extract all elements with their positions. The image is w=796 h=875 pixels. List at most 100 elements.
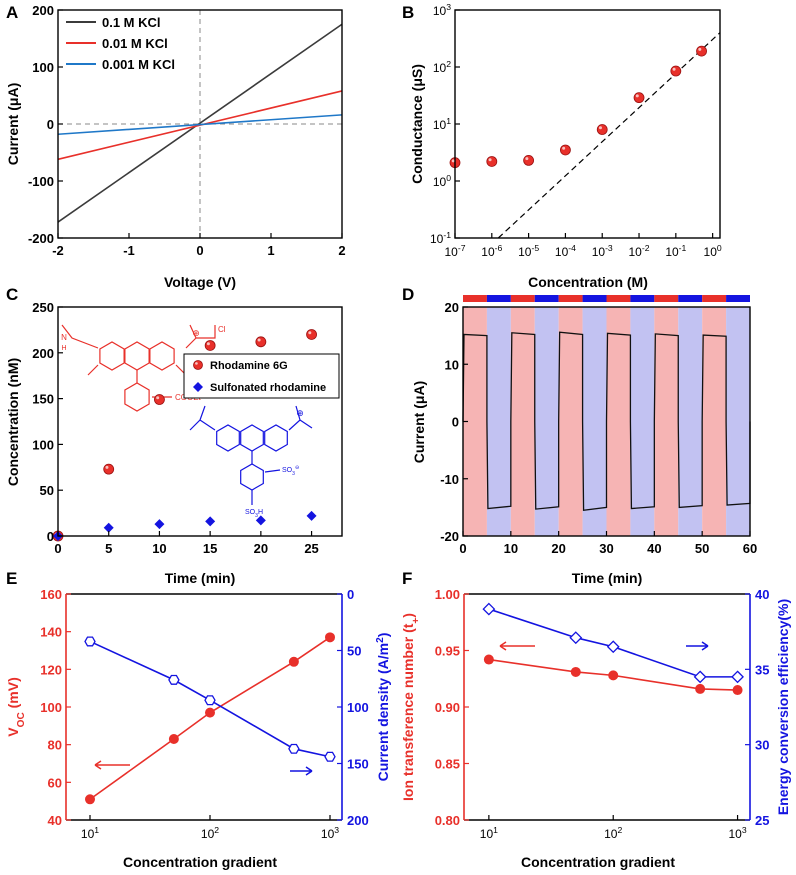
d-ytick-label-1: -10 [440, 472, 459, 487]
b-point-6-shine [672, 67, 676, 71]
b-xtick-label-0-part-1: -7 [458, 243, 466, 253]
e-ytick-left-label-4: 120 [40, 662, 62, 677]
b-xtick-label-6-part-0: 10 [665, 245, 679, 259]
b-xtick-label-5-part-1: -2 [642, 243, 650, 253]
d-band-4 [558, 307, 583, 536]
c-xtick-label-3: 15 [203, 541, 217, 556]
f-ytick-left-label-0: 0.80 [435, 813, 460, 828]
c-xtick-label-4: 20 [254, 541, 268, 556]
f-ylabel-left-part-2: ) [400, 613, 416, 618]
c-r6g-ring-2 [124, 341, 150, 371]
c-legend-marker-0 [193, 360, 203, 370]
c-sr-point-5 [306, 510, 317, 521]
b-xtick-label-4: 10-3 [592, 243, 613, 259]
e-voc-point-4 [325, 632, 335, 643]
c-r6g-point-1-shine [105, 465, 109, 469]
d-indicator-3 [534, 295, 559, 302]
f-ytick-right-label-3: 40 [755, 587, 769, 602]
a-xtick-label-2: 0 [196, 243, 203, 258]
b-ytick-label-0-part-1: -1 [443, 230, 451, 240]
f-transference-point-1 [570, 666, 581, 677]
b-xtick-label-1-part-0: 10 [481, 245, 495, 259]
b-xtick-label-4-part-1: -3 [605, 243, 613, 253]
f-xtick-label-1-part-1: 2 [617, 825, 622, 835]
b-ytick-label-2-part-1: 1 [446, 116, 451, 126]
b-ytick-label-2-part-0: 10 [433, 118, 447, 132]
b-xtick-label-2: 10-5 [518, 243, 539, 259]
c-sr-point-2 [154, 519, 165, 530]
d-positive-segment-5 [701, 334, 727, 422]
e-ytick-right-label-3: 150 [347, 757, 369, 772]
f-ytick-left-label-2: 0.90 [435, 700, 460, 715]
c-ylabel: Concentration (nM) [5, 358, 21, 486]
e-xtick-label-2-part-1: 3 [334, 825, 339, 835]
d-ytick-label-2: 0 [452, 415, 459, 430]
c-ytick-label-0: 0 [47, 529, 54, 544]
e-xtick-label-2-part-0: 10 [321, 827, 335, 841]
b-ytick-label-4-part-1: 3 [446, 2, 451, 12]
f-transference-point-2 [608, 670, 619, 681]
c-sr-ring-4 [240, 463, 264, 491]
b-xtick-label-5-part-0: 10 [629, 245, 643, 259]
b-point-1-shine [488, 158, 492, 162]
c-r6g-point-4-shine [257, 338, 261, 342]
f-xlabel: Concentration gradient [521, 854, 675, 870]
f-transference-point-0 [483, 654, 494, 665]
c-r6g-point-3-shine [206, 342, 210, 346]
b-point-2-shine [525, 157, 529, 161]
d-band-5 [582, 307, 607, 536]
d-xtick-label-1: 10 [504, 541, 518, 556]
e-current-point-3 [288, 743, 300, 754]
d-indicator-6 [606, 295, 631, 302]
c-r6g-bonds [61, 324, 216, 398]
b-xtick-label-4-part-0: 10 [592, 245, 606, 259]
f-xtick-label-2-part-1: 3 [742, 825, 747, 835]
d-positive-segment-1 [510, 332, 536, 422]
d-xtick-label-3: 30 [599, 541, 613, 556]
c-ytick-label-3: 150 [32, 392, 54, 407]
panel-letter-e: E [6, 569, 17, 588]
b-point-7-shine [698, 47, 702, 51]
c-legend-marker-1 [193, 382, 203, 392]
c-sr-bonds [189, 405, 313, 505]
f-right-arrow [686, 641, 709, 651]
c-r6g-counterion: Cl [218, 325, 226, 334]
b-xtick-label-2-part-1: -5 [531, 243, 539, 253]
d-positive-segment-4 [653, 333, 679, 422]
c-sr-sulfonic-label-part-0: SO [245, 509, 256, 516]
c-r6g-ring-3 [149, 341, 175, 371]
c-rhodamine-6g-structure [61, 324, 216, 412]
c-sr-ring-2 [240, 424, 264, 452]
e-ytick-left-label-2: 80 [48, 738, 62, 753]
c-sr-point-1 [103, 522, 114, 533]
e-xtick-label-1-part-0: 10 [201, 827, 215, 841]
e-ytick-left-label-1: 60 [48, 775, 62, 790]
e-ytick-right-label-0: 0 [347, 587, 354, 602]
c-ytick-label-2: 100 [32, 437, 54, 452]
b-xlabel: Concentration (M) [528, 274, 648, 290]
panel-letter-c: C [6, 285, 18, 304]
f-efficiency-point-1 [569, 631, 583, 645]
b-xtick-label-1: 10-6 [481, 243, 502, 259]
d-xtick-label-2: 20 [551, 541, 565, 556]
d-xtick-label-6: 60 [743, 541, 757, 556]
f-xtick-label-2-part-0: 10 [728, 827, 742, 841]
e-xtick-label-0-part-1: 1 [94, 825, 99, 835]
e-current-point-4 [324, 751, 336, 762]
c-sr-sulfonic-label: SO3H [245, 509, 263, 519]
c-r6g-ring-4 [124, 382, 150, 412]
b-point-5-shine [635, 94, 639, 98]
c-sr-point-3 [205, 516, 216, 527]
f-ytick-right-label-0: 25 [755, 813, 769, 828]
c-r6g-point-2 [154, 394, 165, 405]
e-ytick-left-label-6: 160 [40, 587, 62, 602]
b-xtick-label-3-part-0: 10 [555, 245, 569, 259]
d-ytick-label-4: 20 [445, 300, 459, 315]
f-xtick-label-2: 103 [728, 825, 746, 841]
b-point-7 [696, 45, 707, 57]
e-voc-point-0 [85, 794, 95, 805]
c-r6g-point-1 [103, 463, 115, 475]
e-ylabel-left-part-1: OC [16, 712, 27, 727]
b-ytick-label-1-part-0: 10 [433, 175, 447, 189]
